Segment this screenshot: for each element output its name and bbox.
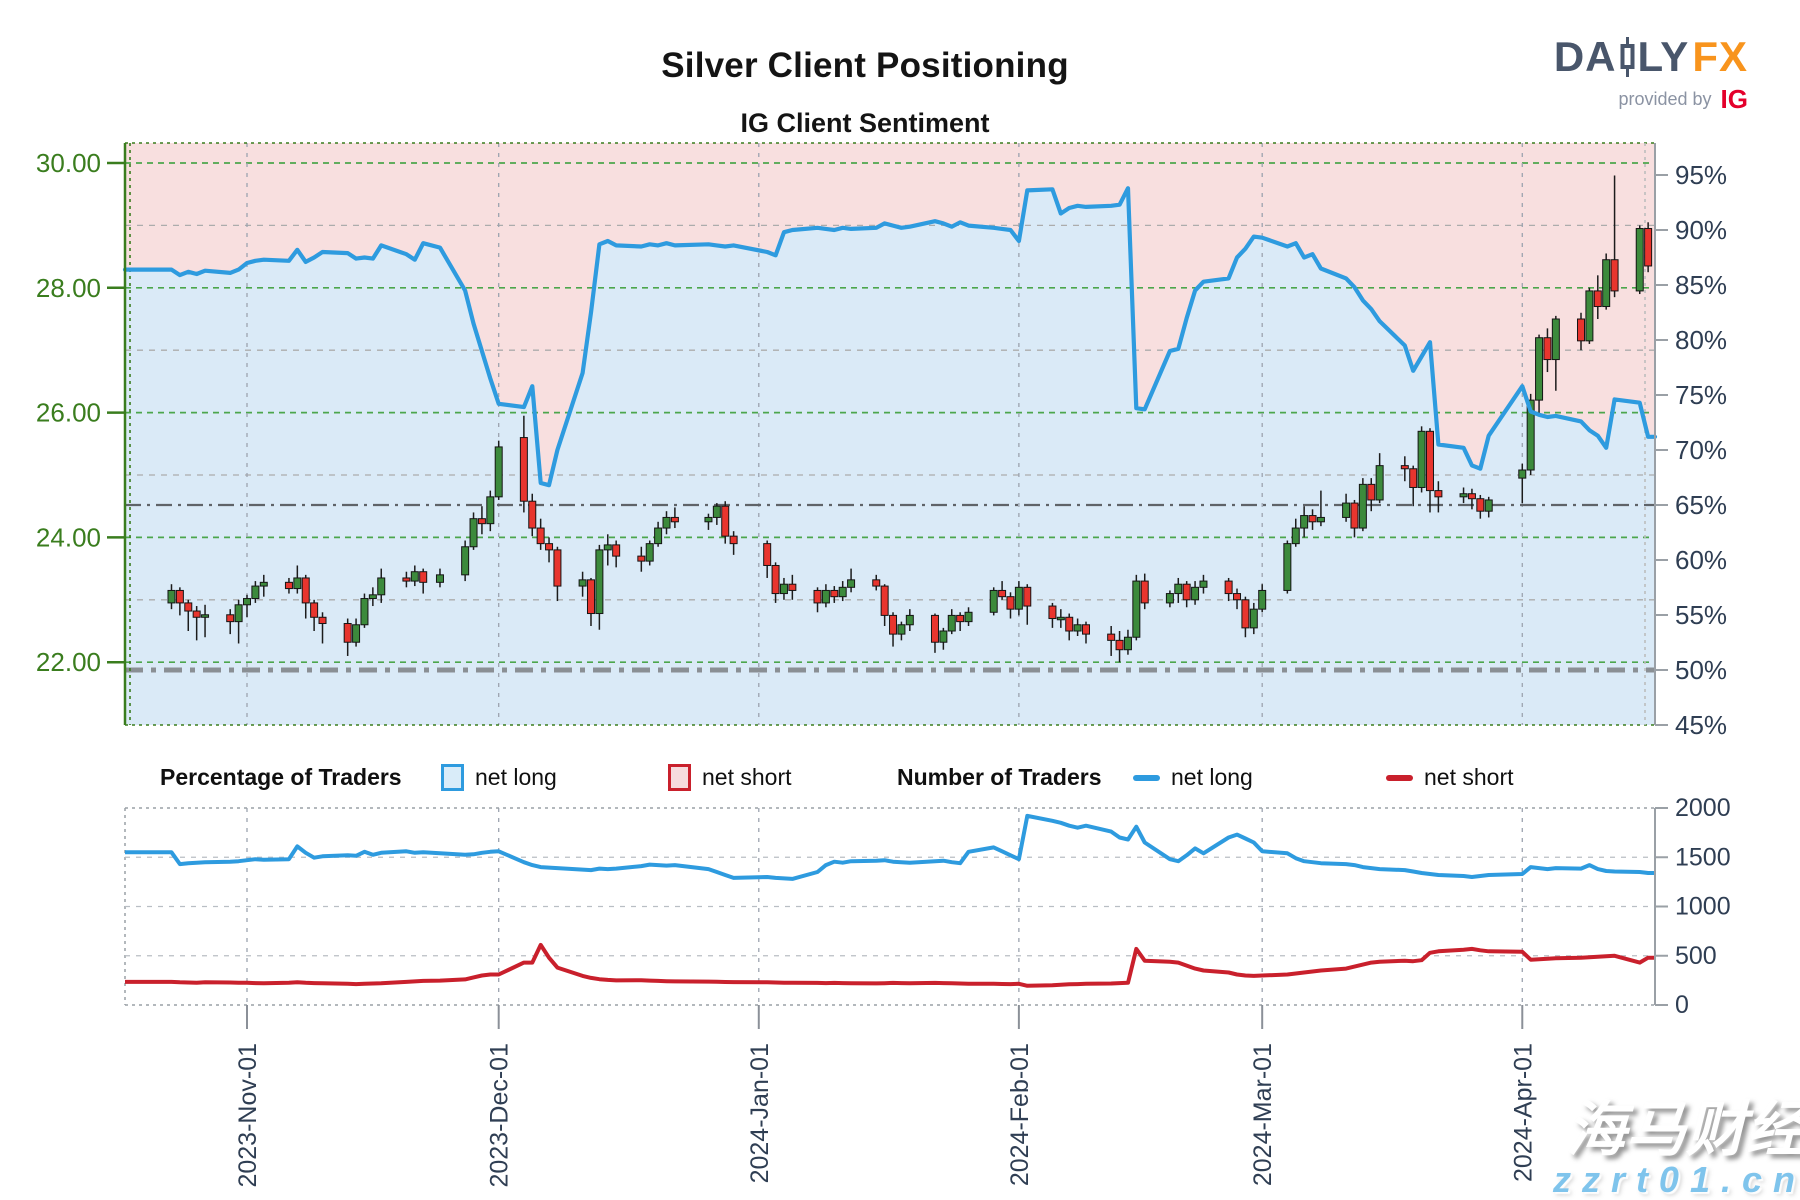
logo-text-ly: LY bbox=[1637, 33, 1690, 80]
candlestick-icon bbox=[1620, 37, 1634, 77]
svg-text:2024-Feb-01: 2024-Feb-01 bbox=[1006, 1043, 1034, 1186]
legend-num-net-long: net long bbox=[1133, 764, 1253, 791]
svg-text:95%: 95% bbox=[1675, 160, 1727, 190]
chart-title: IG Client Sentiment bbox=[740, 108, 990, 138]
svg-text:45%: 45% bbox=[1675, 710, 1727, 740]
logo-text-da: DA bbox=[1553, 33, 1617, 80]
svg-text:60%: 60% bbox=[1675, 545, 1727, 575]
legend-pct-net-short-label: net short bbox=[702, 764, 792, 790]
svg-text:24.00: 24.00 bbox=[36, 522, 101, 552]
net-long-line-swatch bbox=[1133, 774, 1160, 781]
svg-text:2023-Dec-01: 2023-Dec-01 bbox=[486, 1043, 514, 1188]
legend-num-title: Number of Traders bbox=[897, 764, 1102, 790]
dailyfx-logo: DA LY FX provided by IG bbox=[1554, 36, 1748, 115]
svg-text:28.00: 28.00 bbox=[36, 273, 101, 303]
svg-text:30.00: 30.00 bbox=[36, 148, 101, 178]
svg-text:2000: 2000 bbox=[1675, 794, 1731, 822]
svg-text:2024-Mar-01: 2024-Mar-01 bbox=[1249, 1043, 1277, 1186]
svg-text:22.00: 22.00 bbox=[36, 647, 101, 677]
ig-logo: IG bbox=[1720, 84, 1748, 114]
svg-text:75%: 75% bbox=[1675, 380, 1727, 410]
svg-text:65%: 65% bbox=[1675, 490, 1727, 520]
svg-text:85%: 85% bbox=[1675, 270, 1727, 300]
legend-pct-title: Percentage of Traders bbox=[160, 764, 402, 790]
legend-num-net-long-label: net long bbox=[1171, 764, 1253, 790]
legend-pct-net-long-label: net long bbox=[475, 764, 557, 790]
svg-text:80%: 80% bbox=[1675, 325, 1727, 355]
net-short-line-swatch bbox=[1386, 774, 1413, 781]
svg-text:90%: 90% bbox=[1675, 215, 1727, 245]
svg-text:26.00: 26.00 bbox=[36, 398, 101, 428]
legend-num-net-short: net short bbox=[1386, 764, 1514, 791]
svg-text:1000: 1000 bbox=[1675, 893, 1731, 921]
provided-by-label: provided by bbox=[1618, 89, 1712, 109]
legend-pct-net-long: net long bbox=[441, 764, 557, 791]
svg-text:1500: 1500 bbox=[1675, 843, 1731, 871]
net-long-box-swatch bbox=[441, 764, 464, 791]
svg-text:2024-Apr-01: 2024-Apr-01 bbox=[1509, 1043, 1537, 1182]
legend-num-net-short-label: net short bbox=[1424, 764, 1514, 790]
svg-text:0: 0 bbox=[1675, 991, 1689, 1019]
page-title: Silver Client Positioning bbox=[661, 46, 1069, 85]
legend-pct-net-short: net short bbox=[668, 764, 792, 791]
svg-text:55%: 55% bbox=[1675, 600, 1727, 630]
svg-text:2023-Nov-01: 2023-Nov-01 bbox=[234, 1043, 262, 1188]
svg-text:2024-Jan-01: 2024-Jan-01 bbox=[746, 1043, 774, 1183]
provided-by: provided by IG bbox=[1554, 84, 1748, 115]
chart-legend: Percentage of Traders net long net short… bbox=[0, 764, 1800, 804]
svg-text:70%: 70% bbox=[1675, 435, 1727, 465]
svg-text:50%: 50% bbox=[1675, 655, 1727, 685]
dailyfx-wordmark: DA LY FX bbox=[1554, 36, 1748, 78]
net-short-box-swatch bbox=[668, 764, 691, 791]
svg-text:500: 500 bbox=[1675, 942, 1717, 970]
logo-text-fx: FX bbox=[1692, 33, 1748, 80]
